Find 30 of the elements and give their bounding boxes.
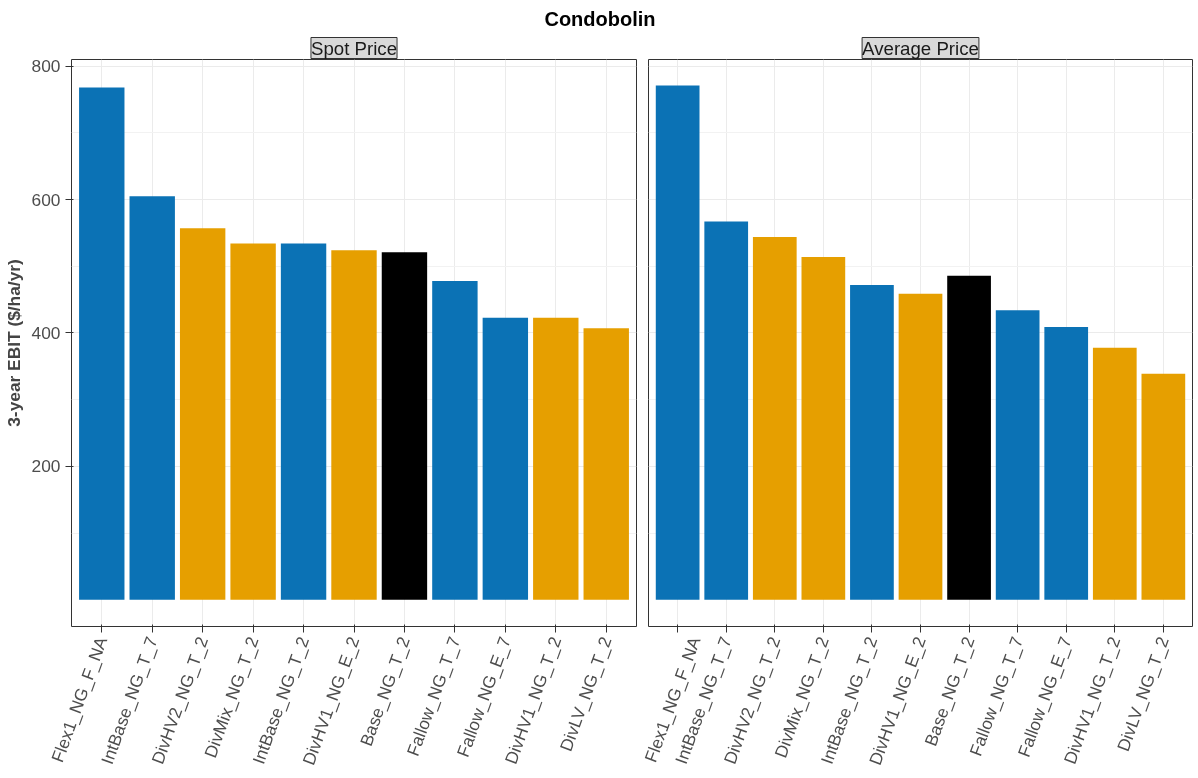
bar [898,293,943,600]
chart-subtitle: Average Price [862,37,979,59]
bar [1092,347,1137,600]
bar [583,328,629,600]
y-axis-title: 3-year EBIT ($/ha/yr) [3,259,24,427]
y-tick-label: 600 [31,189,61,210]
bar [432,280,478,600]
chart-subtitle: Spot Price [310,37,398,59]
bar [655,85,700,600]
bar [533,317,579,600]
bar [850,284,894,600]
bar [1044,326,1089,600]
y-tick-label: 200 [31,456,61,477]
bar [331,250,377,600]
bar [1141,373,1186,600]
bar [947,275,991,600]
bar [801,256,846,600]
bar [129,196,175,600]
bar [381,252,428,600]
y-tick-label: 800 [31,56,61,77]
bar [995,310,1040,600]
chart-title: Condobolin [544,7,656,32]
bar [79,87,125,600]
bar [179,228,226,600]
bar [482,317,529,600]
bar [752,236,797,600]
y-tick-label: 400 [31,322,61,343]
bar [230,243,276,600]
bar [704,221,749,600]
bar [280,243,327,600]
